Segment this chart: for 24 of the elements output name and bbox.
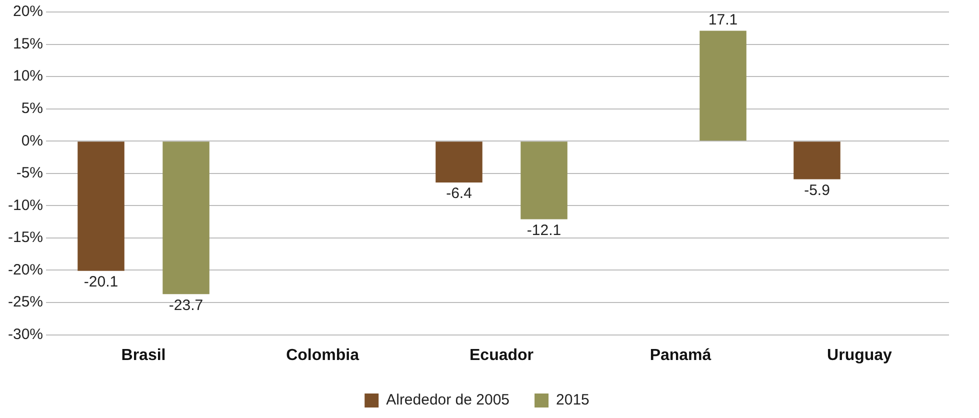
y-tick-label: 10% <box>12 68 44 85</box>
y-tick-label: -5% <box>16 164 44 182</box>
y-tick-label: 5% <box>21 100 44 117</box>
y-tick-label: -20% <box>8 261 44 278</box>
y-tick-label: 20% <box>12 3 44 20</box>
x-tick-label: Brasil <box>121 346 166 364</box>
y-tick-label: -10% <box>8 196 44 214</box>
x-tick-label: Panamá <box>650 346 712 364</box>
x-tick-label: Ecuador <box>470 346 534 364</box>
y-tick-label: 15% <box>12 35 44 52</box>
y-tick-label: -30% <box>8 326 44 343</box>
y-tick-label: -15% <box>8 229 44 246</box>
data-label: -6.4 <box>446 185 472 202</box>
legend-label: Alrededor de 2005 <box>386 392 510 409</box>
legend-label: 2015 <box>556 392 590 409</box>
data-label: 17.1 <box>708 11 738 28</box>
x-tick-label: Uruguay <box>827 346 892 364</box>
data-label: -12.1 <box>526 222 562 239</box>
x-tick-label: Colombia <box>286 346 360 364</box>
data-label: -23.7 <box>168 296 204 314</box>
data-label: -20.1 <box>84 274 118 291</box>
y-tick-label: -25% <box>8 294 44 311</box>
data-label: -5.9 <box>804 182 830 199</box>
y-tick-label: 0% <box>21 132 44 150</box>
